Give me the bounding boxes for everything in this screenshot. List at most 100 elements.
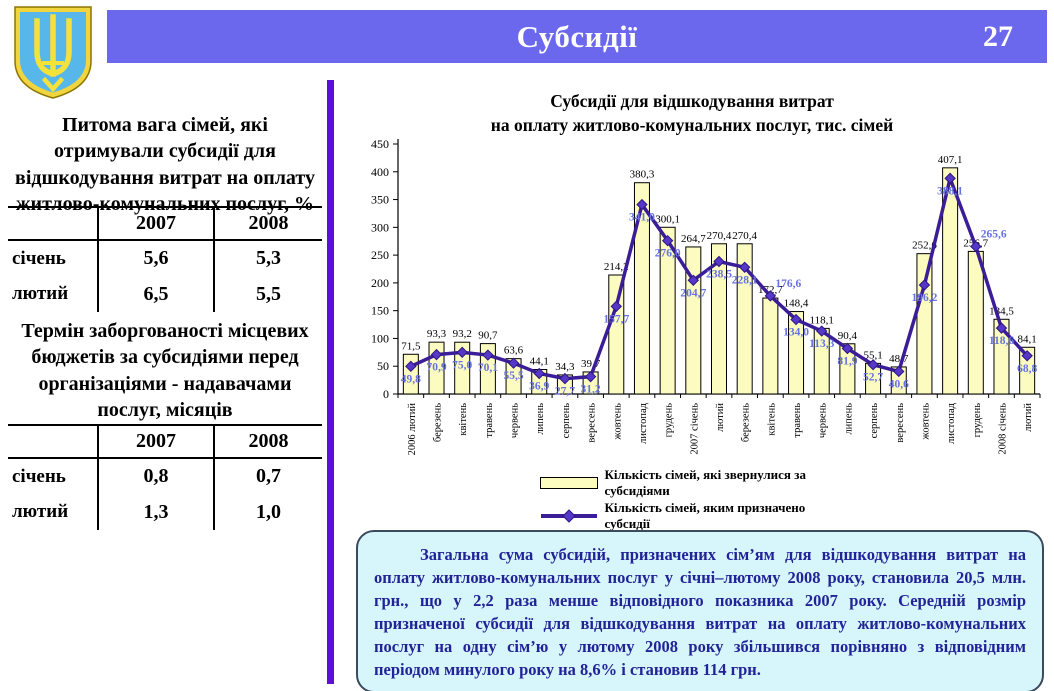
ukraine-coat-of-arms-icon bbox=[14, 6, 92, 99]
svg-text:270,4: 270,4 bbox=[707, 230, 732, 242]
svg-text:400: 400 bbox=[371, 165, 389, 179]
svg-text:травень: травень bbox=[792, 403, 803, 438]
row-label: лютий bbox=[12, 283, 69, 304]
svg-text:134,0: 134,0 bbox=[783, 327, 809, 339]
table-row: лютий 6,5 5,5 bbox=[8, 276, 322, 312]
summary-text: Загальна сума субсидій, призначених сім’… bbox=[374, 545, 1026, 679]
svg-text:листопад: листопад bbox=[946, 402, 957, 443]
svg-text:81,9: 81,9 bbox=[837, 356, 857, 368]
svg-text:90,4: 90,4 bbox=[838, 330, 858, 342]
table2-debt-term: 2007 2008 січень 0,8 0,7 лютий 1,3 1,0 bbox=[8, 424, 322, 530]
header-bar: Субсидії 27 bbox=[107, 10, 1047, 63]
table2-col-2008: 2008 bbox=[213, 424, 322, 459]
table1-header-row: 2007 2008 bbox=[8, 206, 322, 241]
bar-swatch-icon bbox=[539, 477, 598, 489]
svg-text:134,5: 134,5 bbox=[989, 305, 1014, 317]
chart-title-line2: на оплату житлово-комунальних послуг, ти… bbox=[490, 114, 894, 135]
table2-header-row: 2007 2008 bbox=[8, 424, 322, 459]
table-row: січень 5,6 5,3 bbox=[8, 240, 322, 276]
line-swatch-icon bbox=[540, 509, 597, 523]
row-label: січень bbox=[12, 465, 66, 487]
table2-col-2007: 2007 bbox=[97, 424, 214, 459]
svg-text:200: 200 bbox=[371, 276, 389, 290]
svg-text:252,6: 252,6 bbox=[912, 240, 937, 252]
svg-text:55,5: 55,5 bbox=[503, 370, 523, 382]
svg-text:148,4: 148,4 bbox=[784, 298, 809, 310]
legend-item-line: Кількість сімей, яким призначено субсиді… bbox=[540, 500, 845, 532]
svg-text:276,0: 276,0 bbox=[655, 248, 681, 260]
table1-title: Питома вага сімей, які отримували субсид… bbox=[15, 114, 315, 216]
svg-text:34,3: 34,3 bbox=[555, 361, 575, 373]
page-number: 27 bbox=[983, 19, 1013, 53]
svg-text:листопад: листопад bbox=[638, 402, 649, 443]
svg-text:63,6: 63,6 bbox=[504, 345, 524, 357]
table1-col-2007: 2007 bbox=[97, 206, 214, 241]
svg-text:71,5: 71,5 bbox=[401, 340, 421, 352]
chart-title-line1: Субсидії для відшкодування витрат bbox=[550, 91, 834, 111]
legend-label: Кількість сімей, яким призначено субсиді… bbox=[604, 500, 806, 531]
svg-text:238,5: 238,5 bbox=[706, 269, 732, 281]
svg-text:264,7: 264,7 bbox=[681, 233, 706, 245]
svg-text:лютий: лютий bbox=[1023, 403, 1034, 432]
svg-text:травень: травень bbox=[484, 403, 495, 438]
summary-box: Загальна сума субсидій, призначених сім’… bbox=[356, 530, 1044, 691]
svg-text:0: 0 bbox=[383, 387, 389, 401]
table2-title: Термін заборгованості місцевих бюджетів … bbox=[21, 320, 309, 422]
svg-text:196,2: 196,2 bbox=[912, 292, 938, 304]
svg-text:2006 лютий: 2006 лютий bbox=[407, 403, 418, 456]
svg-text:грудень: грудень bbox=[664, 403, 675, 438]
svg-text:березень: березень bbox=[741, 403, 752, 442]
svg-text:31,2: 31,2 bbox=[581, 384, 601, 396]
svg-text:2008 січень: 2008 січень bbox=[997, 403, 1008, 455]
svg-text:55,1: 55,1 bbox=[863, 349, 882, 361]
svg-text:228,1: 228,1 bbox=[732, 274, 758, 286]
legend-item-bars: Кількість сімей, які звернулися за субси… bbox=[539, 467, 845, 499]
trident-icon bbox=[34, 14, 72, 93]
svg-text:червень: червень bbox=[510, 403, 521, 438]
cell-value: 5,5 bbox=[213, 276, 322, 312]
cell-value: 5,3 bbox=[213, 240, 322, 276]
svg-text:300,1: 300,1 bbox=[655, 213, 680, 225]
svg-text:грудень: грудень bbox=[972, 403, 983, 438]
svg-text:93,2: 93,2 bbox=[453, 328, 472, 340]
svg-text:квітень: квітень bbox=[458, 403, 469, 436]
svg-text:липень: липень bbox=[535, 403, 546, 435]
svg-text:176,6: 176,6 bbox=[775, 278, 801, 290]
svg-text:жовтень: жовтень bbox=[920, 403, 931, 441]
svg-text:36,9: 36,9 bbox=[529, 381, 549, 393]
table1-share-of-families: 2007 2008 січень 5,6 5,3 лютий 6,5 5,5 bbox=[8, 206, 322, 312]
chart-legend: Кількість сімей, які звернулися за субси… bbox=[336, 467, 1048, 532]
svg-text:118,6: 118,6 bbox=[989, 335, 1014, 347]
svg-text:300: 300 bbox=[371, 220, 389, 234]
svg-text:380,3: 380,3 bbox=[630, 169, 655, 181]
row-label: лютий bbox=[12, 501, 69, 522]
svg-text:113,3: 113,3 bbox=[809, 338, 834, 350]
svg-text:90,7: 90,7 bbox=[478, 330, 498, 342]
svg-text:жовтень: жовтень bbox=[612, 403, 623, 441]
svg-text:450: 450 bbox=[371, 137, 389, 151]
subsidies-chart: 0 50 100 150 200 250 300 350 400 450 71,5 2006 люти… bbox=[336, 136, 1048, 466]
cell-value: 6,5 bbox=[97, 276, 214, 312]
svg-text:70,9: 70,9 bbox=[426, 362, 446, 374]
svg-text:50: 50 bbox=[377, 359, 389, 373]
svg-text:204,7: 204,7 bbox=[680, 287, 706, 299]
cell-value: 0,7 bbox=[213, 458, 322, 494]
page-title: Субсидії bbox=[516, 18, 638, 54]
svg-text:75,0: 75,0 bbox=[452, 359, 472, 371]
svg-text:100: 100 bbox=[371, 331, 389, 345]
table-row: січень 0,8 0,7 bbox=[8, 458, 322, 494]
svg-text:квітень: квітень bbox=[766, 403, 777, 436]
svg-text:265,6: 265,6 bbox=[981, 228, 1007, 240]
svg-text:серпень: серпень bbox=[869, 403, 880, 439]
row-label: січень bbox=[12, 247, 66, 269]
svg-text:157,7: 157,7 bbox=[603, 313, 629, 325]
svg-text:40,6: 40,6 bbox=[889, 378, 909, 390]
svg-text:407,1: 407,1 bbox=[938, 154, 963, 166]
svg-text:214,2: 214,2 bbox=[604, 261, 629, 273]
table1-corner-cell bbox=[8, 206, 98, 241]
cell-value: 1,3 bbox=[97, 494, 214, 530]
svg-text:68,8: 68,8 bbox=[1017, 363, 1037, 375]
svg-text:93,3: 93,3 bbox=[427, 328, 447, 340]
svg-text:вересень: вересень bbox=[895, 403, 906, 443]
